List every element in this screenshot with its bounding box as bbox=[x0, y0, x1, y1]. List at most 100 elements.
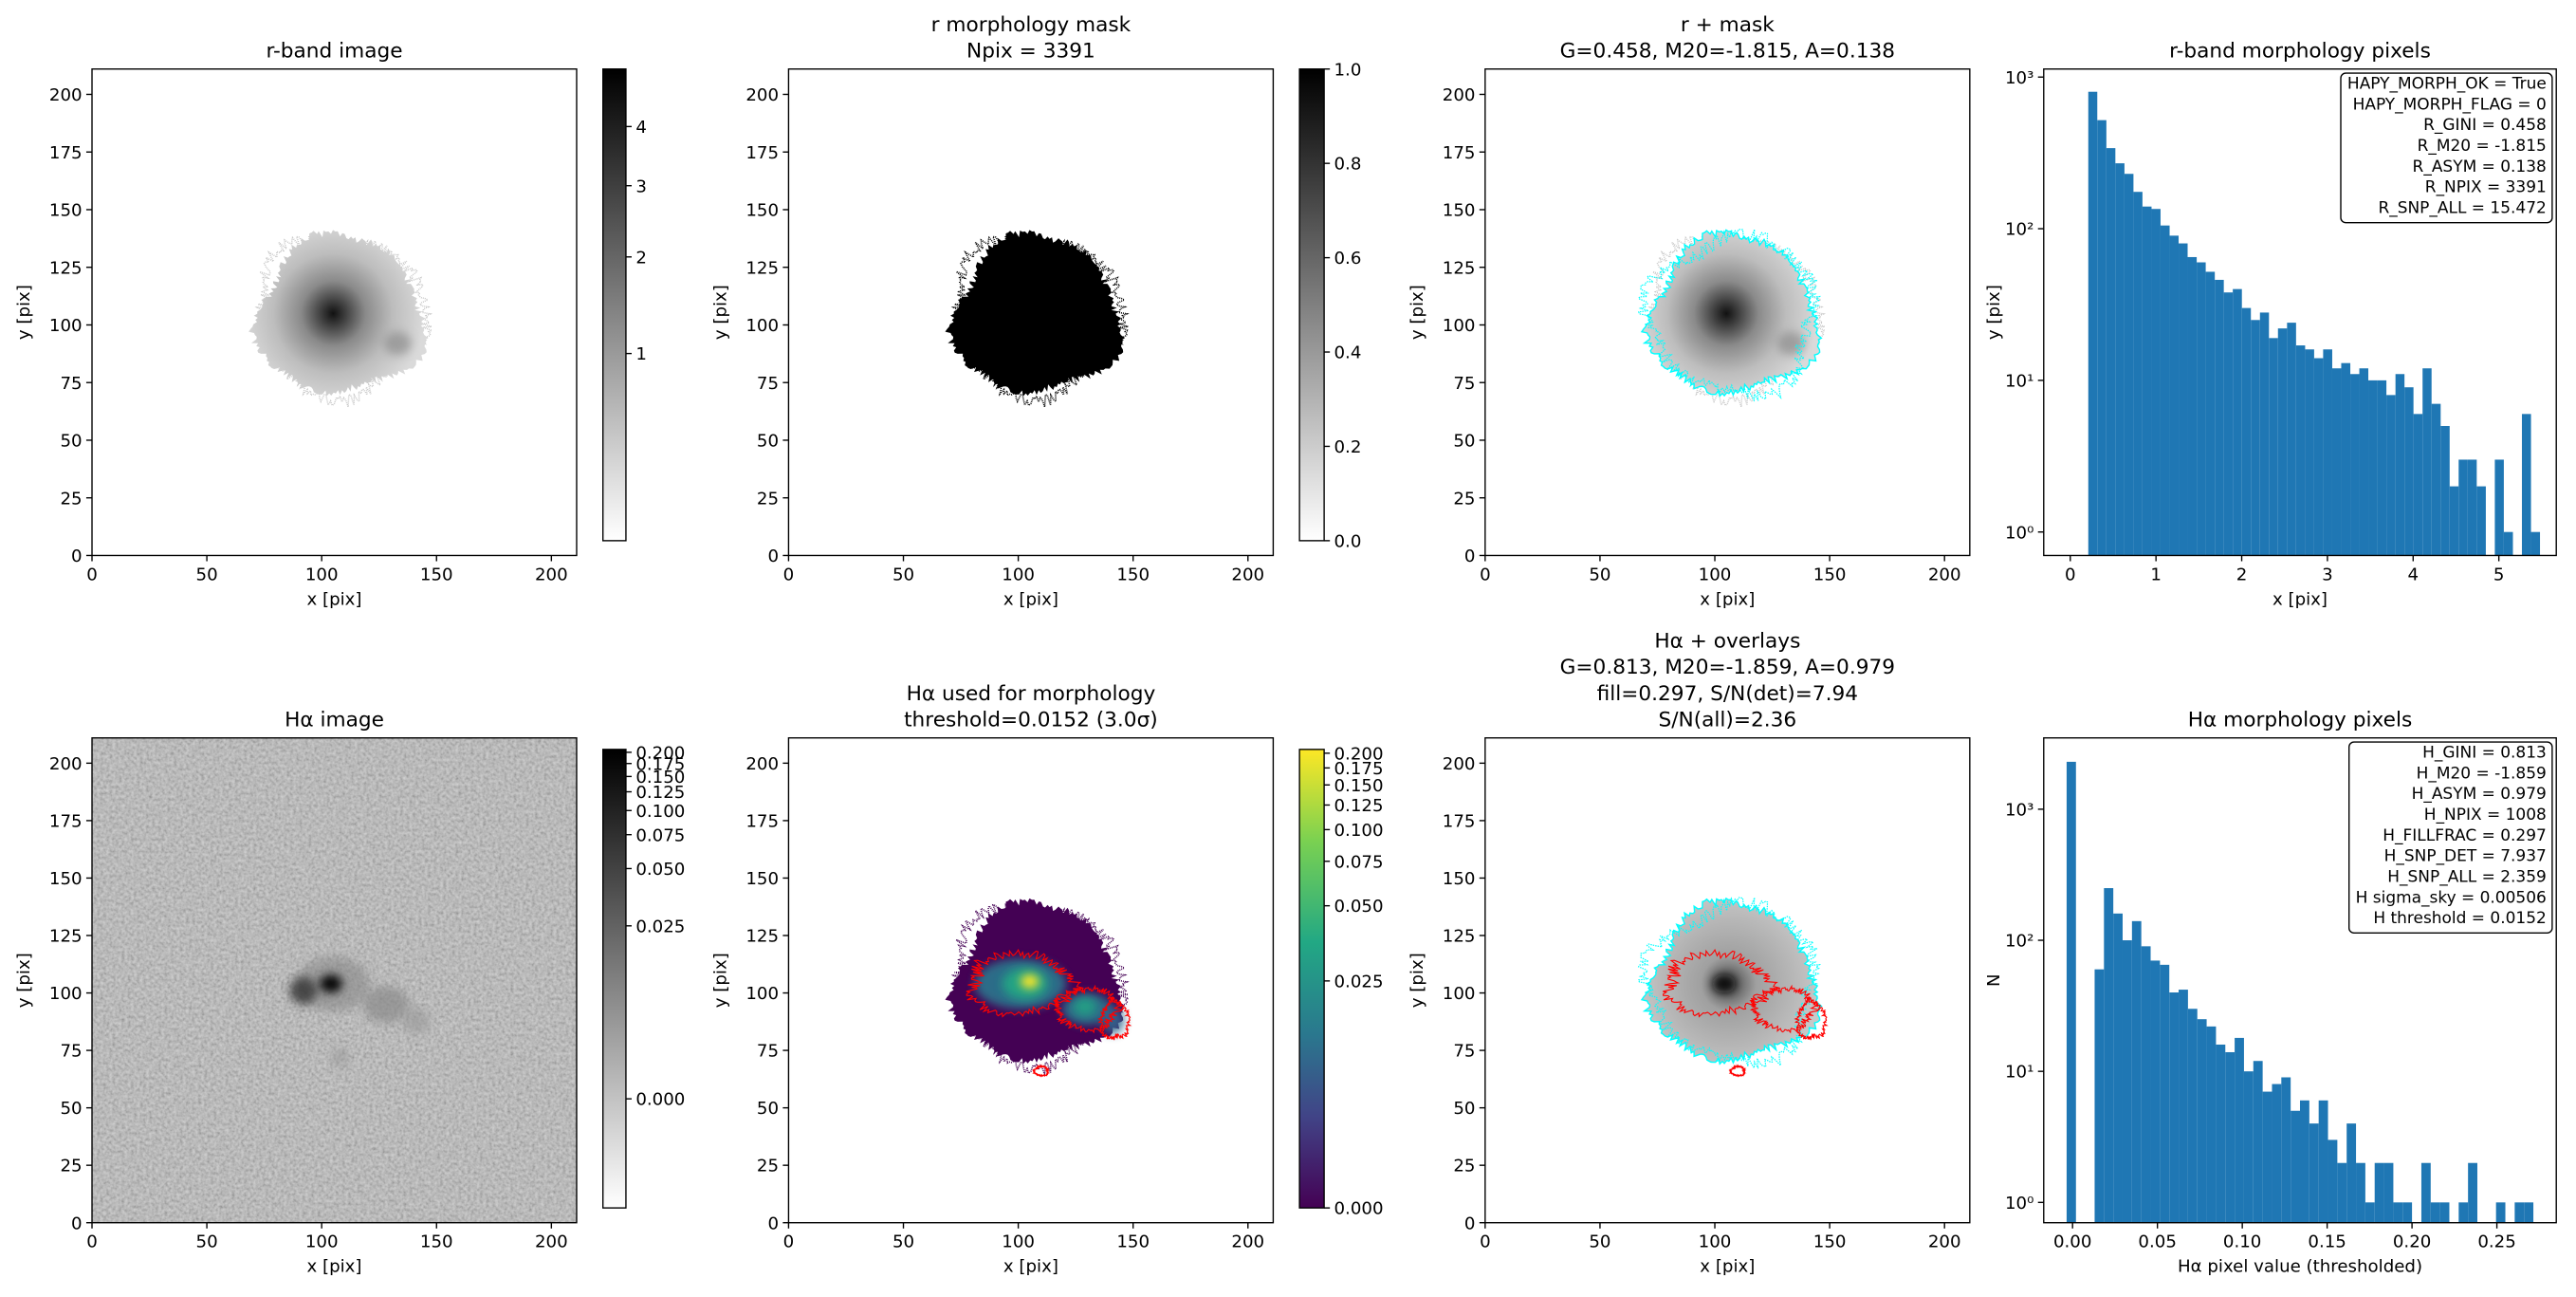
chart-title: r-band image bbox=[266, 40, 402, 64]
axes-frame bbox=[91, 737, 578, 1224]
mask-outline bbox=[1642, 899, 1821, 1064]
colorbar-tick-label: 0.050 bbox=[1334, 897, 1383, 917]
contour bbox=[1751, 986, 1818, 1032]
contour bbox=[1099, 997, 1131, 1040]
y-tick-label: 0 bbox=[71, 1214, 83, 1233]
y-tick-label: 10³ bbox=[2005, 800, 2033, 820]
y-tick-label: 25 bbox=[1453, 489, 1475, 509]
bar bbox=[2223, 292, 2234, 556]
emission bbox=[330, 1047, 350, 1067]
bar bbox=[2272, 1084, 2282, 1223]
bar bbox=[2530, 531, 2541, 556]
axes-frame bbox=[1484, 68, 1971, 557]
bar bbox=[2094, 969, 2105, 1223]
x-tick-label: 150 bbox=[1116, 1232, 1150, 1252]
bar bbox=[2494, 459, 2504, 556]
y-tick-label: 150 bbox=[49, 869, 83, 889]
bar bbox=[2440, 425, 2450, 556]
x-tick-label: 2 bbox=[2236, 565, 2248, 584]
bar bbox=[2206, 1026, 2217, 1223]
bar bbox=[2243, 1071, 2254, 1223]
y-tick-label: 125 bbox=[745, 258, 779, 278]
y-tick-label: 25 bbox=[60, 489, 82, 509]
bar bbox=[2251, 320, 2260, 556]
image bbox=[945, 230, 1129, 406]
stats-line: H_NPIX = 1008 bbox=[2424, 806, 2547, 825]
bar bbox=[2124, 174, 2134, 556]
x-tick-label: 100 bbox=[305, 565, 339, 584]
bar bbox=[2233, 288, 2242, 556]
x-tick-label: 0.20 bbox=[2393, 1232, 2431, 1252]
bar bbox=[2133, 192, 2143, 556]
x-tick-label: 150 bbox=[1116, 565, 1150, 584]
bar bbox=[2430, 1202, 2440, 1223]
stats-line: H_M20 = -1.859 bbox=[2417, 764, 2547, 783]
x-tick-label: 0 bbox=[1480, 565, 1491, 584]
bar bbox=[2318, 1100, 2328, 1223]
image-area bbox=[945, 230, 1129, 406]
colorbar-tick-label: 2 bbox=[635, 248, 647, 268]
x-tick-label: 0 bbox=[86, 1232, 98, 1252]
emission bbox=[319, 974, 342, 993]
y-tick-label: 150 bbox=[745, 869, 779, 889]
x-tick-label: 150 bbox=[420, 1232, 453, 1252]
bar bbox=[2402, 1202, 2413, 1223]
y-tick-label: 150 bbox=[745, 201, 779, 221]
y-tick-label: 25 bbox=[757, 1157, 779, 1177]
x-tick-label: 50 bbox=[196, 1232, 218, 1252]
bar bbox=[2088, 91, 2098, 556]
bar bbox=[2281, 1077, 2291, 1223]
contour bbox=[1054, 986, 1121, 1032]
colorbar-tick-label: 0.025 bbox=[635, 917, 685, 936]
stats-line: H_SNP_ALL = 2.359 bbox=[2387, 867, 2547, 886]
stats-line: R_ASYM = 0.138 bbox=[2413, 157, 2547, 176]
emission bbox=[1073, 997, 1096, 1016]
y-tick-label: 175 bbox=[745, 143, 779, 163]
x-axis-label: x [pix] bbox=[1700, 1257, 1755, 1277]
y-tick-label: 175 bbox=[49, 811, 83, 831]
colorbar-tick-label: 0.0 bbox=[1334, 531, 1361, 551]
x-tick-label: 0 bbox=[2065, 565, 2076, 584]
bar bbox=[2386, 395, 2396, 556]
y-tick-label: 100 bbox=[49, 984, 83, 1004]
emission bbox=[289, 976, 318, 1005]
axes-frame bbox=[787, 737, 1275, 1224]
x-tick-label: 0.25 bbox=[2477, 1232, 2515, 1252]
colorbar-tick-label: 0.125 bbox=[1334, 796, 1383, 816]
colorbar bbox=[1298, 749, 1325, 1209]
image-area bbox=[945, 898, 1131, 1076]
stats-frame bbox=[2340, 72, 2553, 224]
stats-line: R_SNP_ALL = 15.472 bbox=[2378, 198, 2546, 217]
contour bbox=[1795, 997, 1827, 1040]
bar bbox=[2420, 1162, 2431, 1223]
x-tick-label: 0 bbox=[783, 565, 795, 584]
stats-line: HAPY_MORPH_FLAG = 0 bbox=[2353, 95, 2547, 114]
axes-frame bbox=[91, 68, 578, 557]
colorbar-tick-label: 0.150 bbox=[1334, 776, 1383, 796]
y-tick-label: 0 bbox=[767, 547, 779, 566]
bar bbox=[2151, 209, 2161, 556]
bar bbox=[2066, 761, 2076, 1223]
y-tick-label: 0 bbox=[767, 1214, 779, 1233]
bar bbox=[2431, 403, 2441, 556]
y-tick-label: 200 bbox=[1443, 754, 1476, 774]
x-tick-label: 150 bbox=[1813, 1232, 1847, 1252]
bar bbox=[2277, 328, 2288, 556]
y-tick-label: 200 bbox=[745, 754, 779, 774]
colorbar-tick-label: 0.100 bbox=[635, 802, 685, 822]
bar bbox=[2337, 1162, 2347, 1223]
x-tick-label: 200 bbox=[1231, 1232, 1264, 1252]
colorbar-tick-label: 0.4 bbox=[1334, 343, 1361, 363]
bar bbox=[2524, 1202, 2534, 1223]
x-axis-label: x [pix] bbox=[306, 1257, 361, 1277]
bar bbox=[2262, 1091, 2272, 1223]
bar bbox=[2259, 312, 2270, 556]
bar bbox=[2150, 960, 2161, 1223]
bar bbox=[2179, 990, 2188, 1223]
colorbar-tick-label: 0.075 bbox=[1334, 852, 1383, 872]
bar bbox=[2160, 964, 2170, 1223]
y-tick-label: 200 bbox=[745, 85, 779, 105]
y-tick-label: 125 bbox=[745, 927, 779, 947]
bar bbox=[2113, 913, 2123, 1223]
